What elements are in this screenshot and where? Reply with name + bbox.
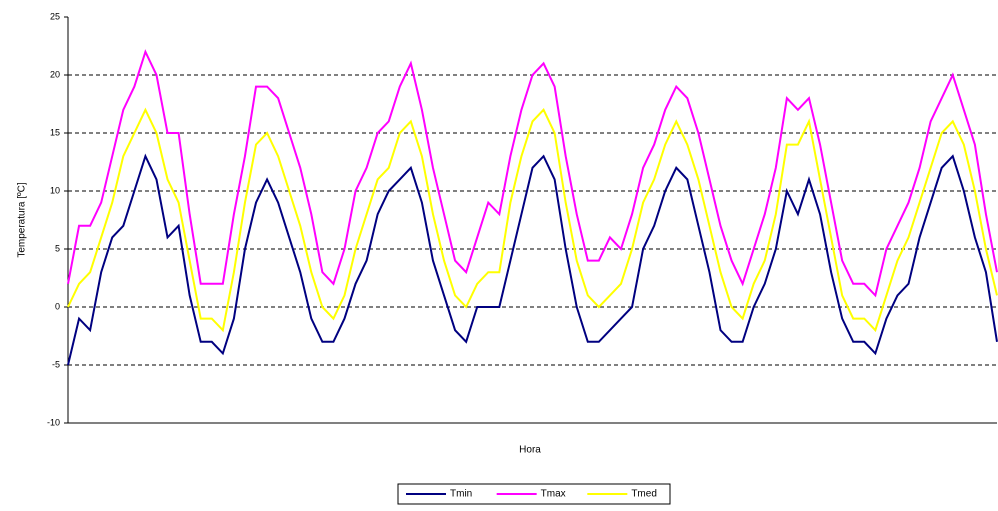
- y-tick-label: 0: [55, 301, 60, 311]
- y-tick-label: 25: [50, 11, 60, 21]
- y-tick-label: 5: [55, 243, 60, 253]
- legend-label: Tmax: [541, 489, 566, 500]
- legend-label: Tmed: [631, 489, 657, 500]
- series-line: [67, 107, 998, 333]
- series-line: [67, 49, 998, 298]
- legend-label: Tmin: [450, 489, 472, 500]
- y-axis-title: Temperatura [ºC]: [17, 182, 28, 258]
- y-tick-label: 10: [50, 185, 60, 195]
- series-line: [67, 153, 998, 366]
- x-axis-title: Hora: [519, 445, 541, 456]
- y-tick-label: 15: [50, 127, 60, 137]
- y-tick-label: 20: [50, 69, 60, 79]
- y-tick-label: -5: [52, 359, 60, 369]
- y-tick-label: -10: [47, 417, 60, 427]
